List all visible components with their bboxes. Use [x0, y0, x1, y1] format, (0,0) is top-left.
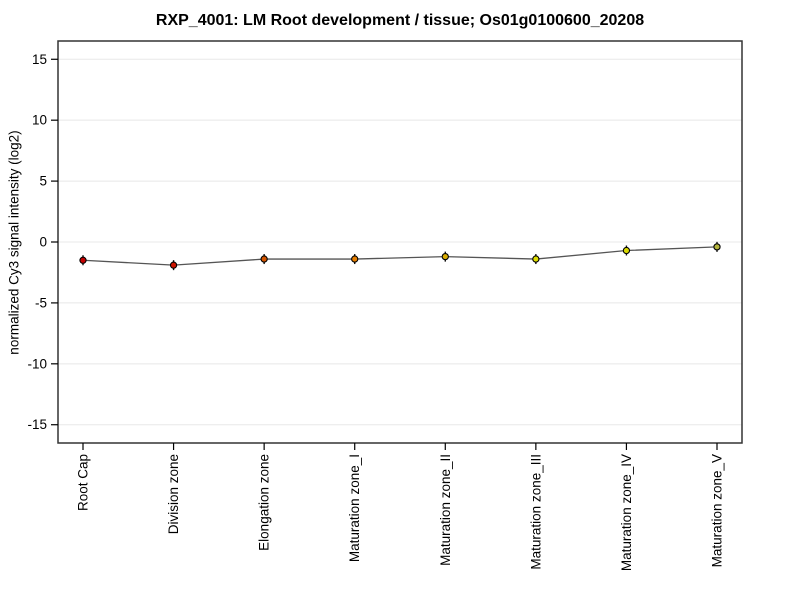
x-category-label: Maturation zone_IV — [619, 454, 634, 571]
data-point — [79, 256, 87, 264]
x-category-label: Root Cap — [76, 454, 91, 511]
data-point — [713, 243, 721, 251]
x-category-label: Elongation zone — [257, 454, 272, 551]
data-point — [441, 252, 449, 261]
y-tick-label: -15 — [27, 417, 47, 432]
data-point — [622, 246, 631, 255]
data-point — [532, 255, 540, 263]
x-category-label: Maturation zone_I — [347, 454, 362, 562]
x-category-label: Maturation zone_II — [438, 454, 453, 566]
x-category-label: Maturation zone_V — [710, 454, 725, 567]
y-tick-label: 5 — [39, 174, 47, 189]
y-tick-label: 10 — [32, 113, 47, 128]
chart-title: RXP_4001: LM Root development / tissue; … — [155, 12, 645, 29]
data-point — [260, 255, 268, 263]
x-category-label: Maturation zone_III — [528, 454, 543, 570]
data-point — [351, 255, 359, 263]
y-tick-label: 0 — [39, 235, 47, 250]
x-category-label: Division zone — [166, 454, 181, 534]
y-tick-label: -10 — [27, 356, 47, 371]
y-tick-label: 15 — [32, 52, 47, 67]
data-line — [82, 246, 718, 266]
data-point — [169, 261, 178, 269]
y-tick-label: -5 — [35, 295, 47, 310]
